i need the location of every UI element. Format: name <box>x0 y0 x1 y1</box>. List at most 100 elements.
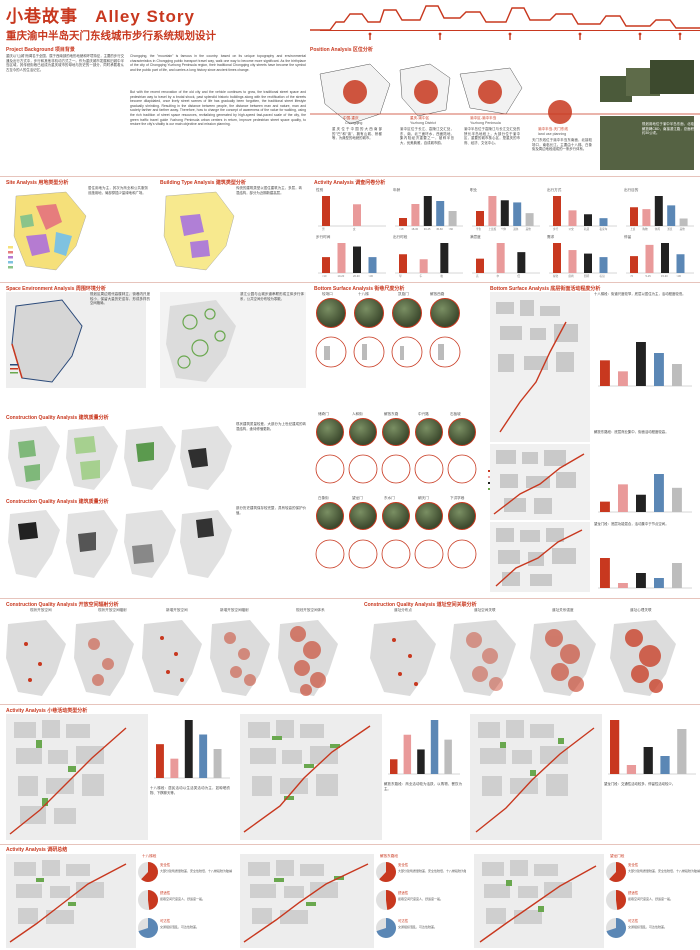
bar-mark <box>199 734 208 778</box>
summary-block-2: 解放东路段 安全性 大部分建筑质量较差，安全性较低，十八梯段较为陡峭。 舒适性 街巷空… <box>240 854 466 948</box>
section-site-analysis: Site Analysis 用地类型分析 <box>6 180 69 186</box>
survey-bar <box>553 196 561 226</box>
survey-bar-label: 18-30 <box>411 227 418 231</box>
quality-maps-1 <box>6 422 232 494</box>
survey-bar <box>568 210 577 226</box>
section-connection: Construction Quality Analysis 道址空间关联分析 <box>364 602 477 608</box>
survey-chart-title: 年龄 <box>393 187 401 192</box>
street-row2-label-1: 储奇门 <box>318 412 329 416</box>
connection-label-2: 道址空间关联 <box>474 608 496 612</box>
quality-text-1: 现状建筑质量较差，大部分为上世纪建成的砖混结构，亟待修缮更新。 <box>236 422 306 431</box>
summary-pie-slice <box>141 862 158 882</box>
summary-pie-slice <box>386 890 396 910</box>
section-bottom-surface-1: Bottom Surface Analysis 街巷尺度分析 <box>314 286 405 292</box>
background-text-en: Chongqing, the "mountain" is famous in t… <box>130 54 306 72</box>
space-text-2: 滨江公园与山城步道串联形成立体步行体系，公共空间分布较为零散。 <box>240 292 304 301</box>
summary-pie-slice <box>138 918 158 938</box>
survey-bar <box>322 257 330 273</box>
bar-mark <box>636 573 646 588</box>
bar-mark <box>643 747 653 774</box>
bar-mark <box>403 734 412 774</box>
bottom-map-1-graphic <box>490 292 590 442</box>
summary-block-3: 望龙门段 安全性 大部分建筑质量较差，安全性较低，十八梯段较为陡峭。 舒适性 街巷空间… <box>474 854 700 948</box>
quality-text-2: 部分历史建筑保存较完整，具有较高的保护价值。 <box>236 506 306 515</box>
survey-bar-label: 购物 <box>642 227 648 231</box>
bar-mark <box>156 744 164 778</box>
survey-bar <box>667 205 676 226</box>
bar-mark <box>184 720 193 778</box>
bottom-map-2-graphic <box>490 444 590 520</box>
street-photo-r3-2 <box>349 502 377 530</box>
bottom-text-1: 十八梯段：街道尺度较窄，底层以居住为主，活动程度较低。 <box>594 292 686 296</box>
survey-chart-title: 步行时间 <box>316 234 331 239</box>
summary-pie-slice <box>379 862 396 882</box>
section-space-environment: Space Environment Analysis 周围环境分析 <box>6 286 106 292</box>
bottom-map-1 <box>490 292 590 442</box>
summary-title-1: 十八梯段 <box>142 854 157 858</box>
connection-graphic <box>370 620 676 696</box>
survey-bar <box>496 243 505 273</box>
survey-bar-label: 绿化 <box>553 274 559 278</box>
bottom-text-3: 望龙门段：底层功能混合，活动集中于节点空间。 <box>594 522 669 526</box>
survey-chart-title: 性别 <box>316 187 324 192</box>
bar-mark <box>654 474 664 512</box>
survey-bar-label: 步行 <box>553 227 559 231</box>
survey-bar <box>525 213 534 226</box>
street-section-row1 <box>315 336 461 368</box>
bottom-map-3 <box>490 522 590 592</box>
bar-mark <box>654 353 664 386</box>
survey-bar-label: 休闲 <box>655 227 661 231</box>
street-photo-r3-1 <box>316 502 344 530</box>
building-map <box>160 186 306 276</box>
street-section-row2 <box>315 454 477 484</box>
position-node-1-desc: 重庆位于中国的大西南部的"巴"和"渝"，拥有山城、桥都等，为典型的地貌的城市。 <box>332 127 382 141</box>
survey-bar-label: 上班 <box>630 227 636 231</box>
summary-pie-text: 交通组织混乱，可达性较差。 <box>628 924 667 929</box>
summary-pie-slice <box>606 918 626 938</box>
summary-pie-slice <box>609 862 626 882</box>
bar-mark <box>610 720 620 774</box>
bar-mark <box>618 583 628 588</box>
section-construction-quality-2: Construction Quality Analysis 建筑质量分析 <box>6 499 109 505</box>
survey-bar <box>630 207 638 226</box>
bar-mark <box>660 756 670 774</box>
summary-pie-slice <box>148 890 158 910</box>
site-text: 居住用地为主，其次为商业和公共服务设施用地，局部穿插少量绿地和广场。 <box>88 186 148 195</box>
street-photos-row3: 白象街 望龙门 东水门 朝天门 下洪学巷 <box>314 496 486 582</box>
activity-map-1 <box>6 714 148 840</box>
street-row3-label-3: 东水门 <box>384 496 395 500</box>
activity-map-2-graphic <box>240 714 382 840</box>
position-caption: 规划用地位于渝中半岛东面，北临解放碑CBD，南接滨江路，总面积约30公顷。 <box>642 122 694 136</box>
survey-bar <box>476 258 484 273</box>
activity-map-2 <box>240 714 382 840</box>
section-position-analysis: Position Analysis 区位分析 <box>310 47 373 53</box>
survey-chart-title: 出行目的 <box>624 187 639 192</box>
space-map-2-graphic <box>160 292 306 388</box>
survey-bar <box>353 246 361 273</box>
bar-mark <box>654 578 664 588</box>
survey-bar-label: 其他 <box>526 227 532 231</box>
section-construction-quality-1: Construction Quality Analysis 建筑质量分析 <box>6 415 109 421</box>
survey-bar-label: 照明 <box>584 274 590 278</box>
bar-mark <box>600 360 610 386</box>
activity-map-3-graphic <box>470 714 602 840</box>
survey-bar-label: 退休 <box>513 227 519 231</box>
summary-pies-2: 安全性大部分建筑质量较差，安全性较低，十八梯段较为陡峭。舒适性街巷空间尺度宜人，… <box>376 862 466 938</box>
street-photo-4 <box>430 298 460 328</box>
survey-bar <box>423 196 432 226</box>
position-node-4-cn: 渝中半岛-天门东线 <box>538 127 568 131</box>
survey-bar <box>322 196 330 226</box>
background-text-cn: 重庆以"山城"而闻名于全国，属于西南部的地形地貌和环境特征，主要的步行交通及出行… <box>6 54 124 72</box>
section-activity-survey: Activity Analysis 调查问卷分析 <box>314 180 386 186</box>
street-row1-label-4: 解放西路 <box>430 292 445 296</box>
survey-bar-label: 上班族 <box>488 227 496 231</box>
survey-bar-label: 高 <box>476 274 479 278</box>
street-photo-2 <box>354 298 384 328</box>
street-row1-label-2: 十八梯 <box>358 292 369 296</box>
street-row2-label-4: 中兴路 <box>418 412 429 416</box>
survey-bar-label: 其他 <box>680 227 686 231</box>
site-map-graphic <box>8 191 87 271</box>
bottom-bar-chart-2 <box>598 474 692 513</box>
street-row1-label-1: 较场口 <box>322 292 333 296</box>
bar-mark <box>672 364 682 386</box>
